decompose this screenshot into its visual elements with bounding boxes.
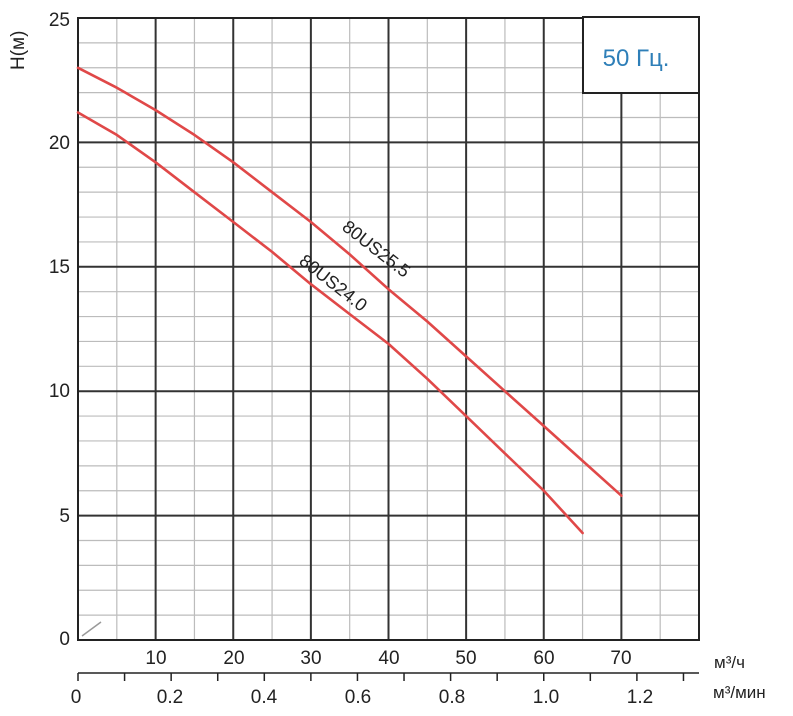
major-grid <box>77 17 700 681</box>
curve-80us25-5 <box>76 66 623 497</box>
y-tick-0: 0 <box>59 629 70 650</box>
x-unit-bottom: м³/мин <box>713 683 766 702</box>
curves <box>76 66 623 535</box>
x-tick-top-60: 60 <box>533 648 554 669</box>
y-tick-5: 5 <box>59 506 70 527</box>
x-unit-top: м³/ч <box>714 653 745 672</box>
x-tick-top-50: 50 <box>455 648 476 669</box>
x-tick-top-40: 40 <box>378 648 399 669</box>
y-tick-10: 10 <box>49 381 70 402</box>
y-tick-25: 25 <box>49 10 70 31</box>
x-tick-bottom-0-8: 0.8 <box>439 687 465 708</box>
x-tick-top-10: 10 <box>145 648 166 669</box>
plot-frame <box>77 17 700 641</box>
x-tick-bottom-1-2: 1.2 <box>627 687 653 708</box>
frequency-label: 50 Гц. <box>603 45 670 72</box>
x-tick-top-20: 20 <box>223 648 244 669</box>
y-tick-15: 15 <box>49 257 70 278</box>
x-tick-bottom-0-2: 0.2 <box>157 687 183 708</box>
curve-label-80us24-0: 80US24.0 <box>296 250 371 315</box>
x-tick-bottom-0-6: 0.6 <box>345 687 371 708</box>
y-axis-title: H(м) <box>8 31 29 70</box>
x-tick-bottom-0: 0 <box>71 687 82 708</box>
x-tick-bottom-0-4: 0.4 <box>251 687 278 708</box>
x-tick-top-70: 70 <box>610 648 631 669</box>
curve-80us24-0 <box>76 111 584 535</box>
x-tick-bottom-1-0: 1.0 <box>533 687 559 708</box>
y-tick-20: 20 <box>49 133 70 154</box>
x-tick-top-30: 30 <box>300 648 321 669</box>
frequency-box <box>582 16 700 94</box>
origin-mark <box>81 621 102 637</box>
